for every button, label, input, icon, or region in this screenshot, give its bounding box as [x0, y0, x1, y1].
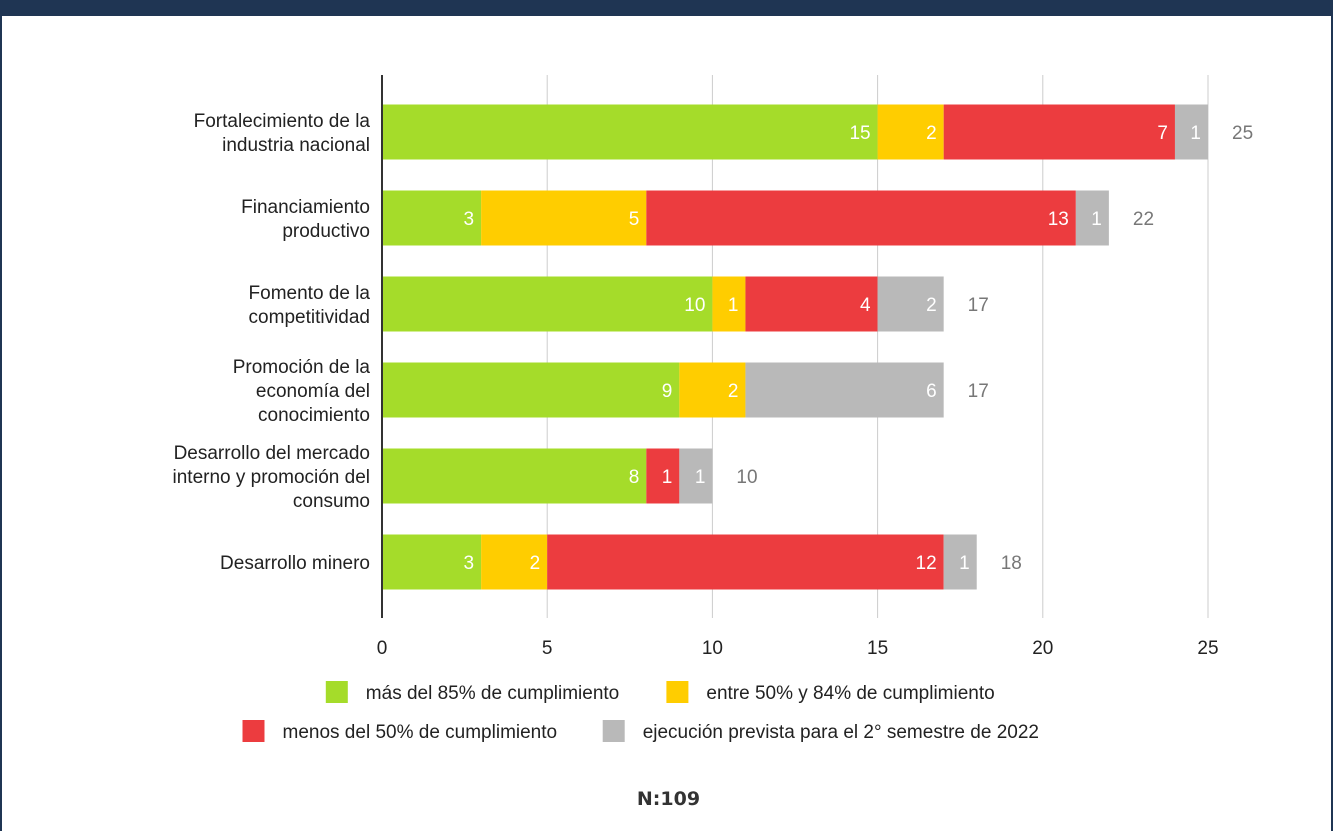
x-tick-label: 20 [1032, 638, 1053, 659]
category-label: consumo [293, 491, 370, 512]
legend-swatch [243, 720, 265, 742]
category-label: Financiamiento [241, 197, 370, 218]
bar-segment [382, 449, 646, 504]
legend-swatch [666, 681, 688, 703]
data-label: 10 [684, 295, 705, 316]
category-label: Promoción de la [233, 357, 371, 378]
bar-segment [745, 277, 877, 332]
category-label: Desarrollo del mercado [174, 443, 370, 464]
data-label: 1 [662, 467, 673, 488]
data-label: 3 [464, 553, 475, 574]
category-label: Fortalecimiento de la [194, 111, 371, 132]
sample-size-note: N:109 [2, 788, 1333, 810]
data-label: 3 [464, 209, 475, 230]
legend-label: menos del 50% de cumplimiento [283, 722, 558, 743]
x-tick-label: 10 [702, 638, 723, 659]
category-label: Desarrollo minero [220, 553, 370, 574]
data-label: 1 [1091, 209, 1102, 230]
total-label: 18 [1001, 553, 1022, 574]
legend-label: entre 50% y 84% de cumplimiento [706, 683, 994, 704]
total-label: 10 [736, 467, 757, 488]
data-label: 8 [629, 467, 640, 488]
total-label: 17 [968, 381, 989, 402]
category-label: competitividad [249, 307, 370, 328]
bar-segment [382, 105, 878, 160]
legend-label: más del 85% de cumplimiento [366, 683, 619, 704]
data-label: 12 [916, 553, 937, 574]
data-label: 6 [926, 381, 937, 402]
x-tick-label: 5 [542, 638, 553, 659]
category-label: interno y promoción del [173, 467, 371, 488]
category-label: conocimiento [258, 405, 370, 426]
data-label: 15 [849, 123, 870, 144]
data-label: 1 [1190, 123, 1201, 144]
category-label: economía del [256, 381, 370, 402]
x-tick-label: 15 [867, 638, 888, 659]
bar-segment [382, 363, 679, 418]
legend-swatch [326, 681, 348, 703]
total-label: 17 [968, 295, 989, 316]
category-label: industria nacional [222, 135, 370, 156]
data-label: 4 [860, 295, 871, 316]
category-label: Fomento de la [249, 283, 371, 304]
data-label: 7 [1157, 123, 1168, 144]
x-tick-label: 25 [1197, 638, 1218, 659]
bar-segment [944, 105, 1175, 160]
data-label: 2 [728, 381, 739, 402]
data-label: 1 [695, 467, 706, 488]
x-tick-label: 0 [377, 638, 388, 659]
bar-segment [547, 535, 943, 590]
data-label: 5 [629, 209, 640, 230]
data-label: 2 [926, 295, 937, 316]
data-label: 9 [662, 381, 673, 402]
data-label: 1 [959, 553, 970, 574]
data-label: 2 [530, 553, 541, 574]
bar-segment [481, 191, 646, 246]
legend-swatch [603, 720, 625, 742]
data-label: 2 [926, 123, 937, 144]
total-label: 22 [1133, 209, 1154, 230]
data-label: 13 [1048, 209, 1069, 230]
bar-segment [745, 363, 943, 418]
bar-segment [382, 277, 712, 332]
bar-segment [646, 191, 1076, 246]
legend-label: ejecución prevista para el 2° semestre d… [643, 722, 1039, 743]
total-label: 25 [1232, 123, 1253, 144]
category-label: productivo [282, 221, 370, 242]
data-label: 1 [728, 295, 739, 316]
